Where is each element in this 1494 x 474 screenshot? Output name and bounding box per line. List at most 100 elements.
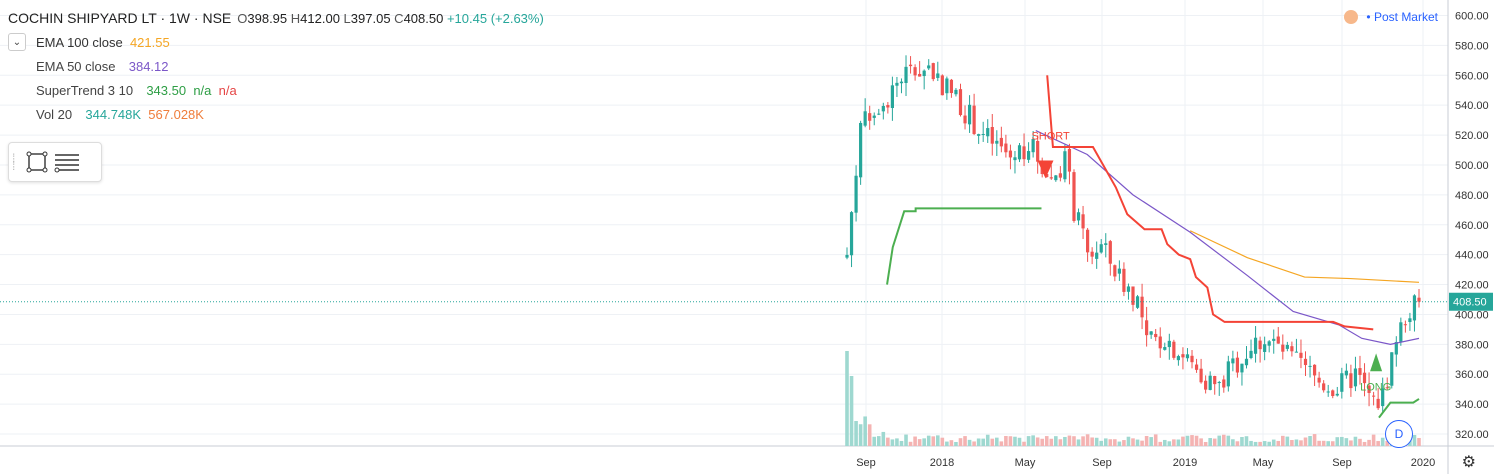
candle-body (1285, 344, 1289, 349)
change-value: +10.45 (+2.63%) (446, 10, 544, 26)
volume-bar (963, 436, 967, 446)
rectangle-tool-icon[interactable] (22, 147, 52, 177)
candle-body (1322, 383, 1326, 391)
candle-body (1090, 251, 1094, 257)
candle-body (1385, 387, 1389, 389)
time-tick-label: Sep (1332, 457, 1352, 469)
candle-body (1349, 373, 1353, 389)
candle-body (1140, 296, 1144, 318)
candle-body (1026, 151, 1031, 160)
candle-body (849, 212, 854, 256)
candle-body (895, 82, 899, 86)
volume-bar (1153, 434, 1158, 446)
volume-bar (1126, 436, 1131, 446)
volume-bar (958, 438, 963, 446)
volume-bar (954, 441, 958, 446)
legend-ema100[interactable]: ⌄ EMA 100 close 421.55 (8, 30, 544, 54)
candle-body (1158, 336, 1162, 349)
volume-bar (1367, 439, 1371, 446)
volume-bar (1113, 439, 1117, 446)
candle-body (1194, 364, 1199, 370)
volume-name: Vol 20 (36, 106, 73, 122)
candle-body (1240, 363, 1244, 373)
price-tick-label: 360.00 (1455, 369, 1489, 381)
volume-bar (1221, 434, 1226, 446)
time-tick-label: 2019 (1173, 457, 1197, 469)
price-tick-label: 340.00 (1455, 399, 1489, 411)
candle-body (890, 85, 894, 109)
volume-bar (1017, 437, 1022, 446)
supertrend-na-1: n/a (193, 82, 212, 98)
legend-ema50[interactable]: EMA 50 close 384.12 (36, 54, 544, 78)
volume-bar (904, 434, 908, 446)
drawing-toolbox: ⁞ ⁞ (8, 142, 102, 182)
legend-supertrend[interactable]: SuperTrend 3 10 343.50 n/a n/a (36, 78, 544, 102)
candle-body (940, 75, 944, 96)
volume-bar (1063, 436, 1067, 446)
candle-body (1417, 297, 1421, 302)
candle-body (1081, 214, 1085, 229)
volume-bar (1067, 435, 1072, 446)
short-signal-label: SHORT (1031, 131, 1070, 143)
low-value: 397.05 (350, 10, 391, 26)
candle-body (1367, 385, 1371, 393)
open-value: 398.95 (247, 10, 288, 26)
volume-bar (976, 438, 981, 446)
candle-body (913, 67, 917, 76)
candle-body (1253, 337, 1258, 354)
candle-body (1235, 357, 1240, 373)
candle-body (1117, 268, 1121, 274)
volume-bar (895, 438, 899, 446)
volume-bar (1194, 435, 1199, 446)
candle-body (931, 63, 935, 80)
horizontal-lines-tool-icon[interactable] (52, 147, 82, 177)
candle-body (1258, 340, 1262, 350)
volume-bar (1262, 441, 1267, 446)
dividend-badge[interactable]: D (1385, 420, 1413, 448)
price-tick-label: 320.00 (1455, 429, 1489, 441)
candle-body (881, 105, 885, 112)
candle-body (1036, 140, 1040, 162)
candle-body (1190, 355, 1194, 363)
candle-body (1272, 338, 1276, 341)
candle-body (1095, 252, 1099, 259)
supertrend-down-line (1046, 75, 1374, 331)
volume-bar (913, 436, 917, 446)
post-market-label: • Post Market (1366, 10, 1438, 24)
candle-body (1331, 390, 1335, 397)
candle-body (1408, 318, 1412, 323)
volume-bar (931, 436, 936, 446)
chevron-down-icon[interactable]: ⌄ (8, 33, 26, 51)
post-market-status[interactable]: • Post Market (1344, 10, 1438, 24)
volume-bar (990, 438, 995, 446)
candle-body (1072, 172, 1076, 221)
candle-body (1167, 340, 1171, 348)
candle-body (1013, 157, 1017, 161)
candle-body (1017, 145, 1022, 160)
candle-body (999, 137, 1003, 147)
drag-handle-icon[interactable]: ⁞ ⁞ (12, 151, 16, 173)
short-signal-arrow (1037, 160, 1054, 179)
candle-body (863, 111, 867, 126)
candle-body (1217, 382, 1221, 384)
candle-body (945, 78, 949, 94)
gear-icon[interactable]: ⚙ (1461, 454, 1476, 471)
price-tick-label: 600.00 (1455, 10, 1489, 22)
volume-bar (935, 435, 940, 446)
volume-bar (1240, 437, 1244, 446)
candle-body (1199, 368, 1203, 383)
time-tick-label: May (1015, 457, 1036, 469)
volume-bar (1349, 440, 1353, 446)
candle-body (918, 73, 922, 77)
legend-volume[interactable]: Vol 20 344.748K 567.028K (36, 102, 544, 126)
candle-body (1126, 286, 1131, 292)
volume-bar (1199, 438, 1203, 446)
volume-bar (1172, 439, 1176, 446)
price-tick-label: 420.00 (1455, 280, 1489, 292)
price-tick-label: 440.00 (1455, 250, 1489, 262)
volume-bar (1244, 436, 1249, 446)
price-tick-label: 480.00 (1455, 190, 1489, 202)
last-price-label: 408.50 (1453, 297, 1487, 309)
candle-body (1054, 175, 1058, 181)
